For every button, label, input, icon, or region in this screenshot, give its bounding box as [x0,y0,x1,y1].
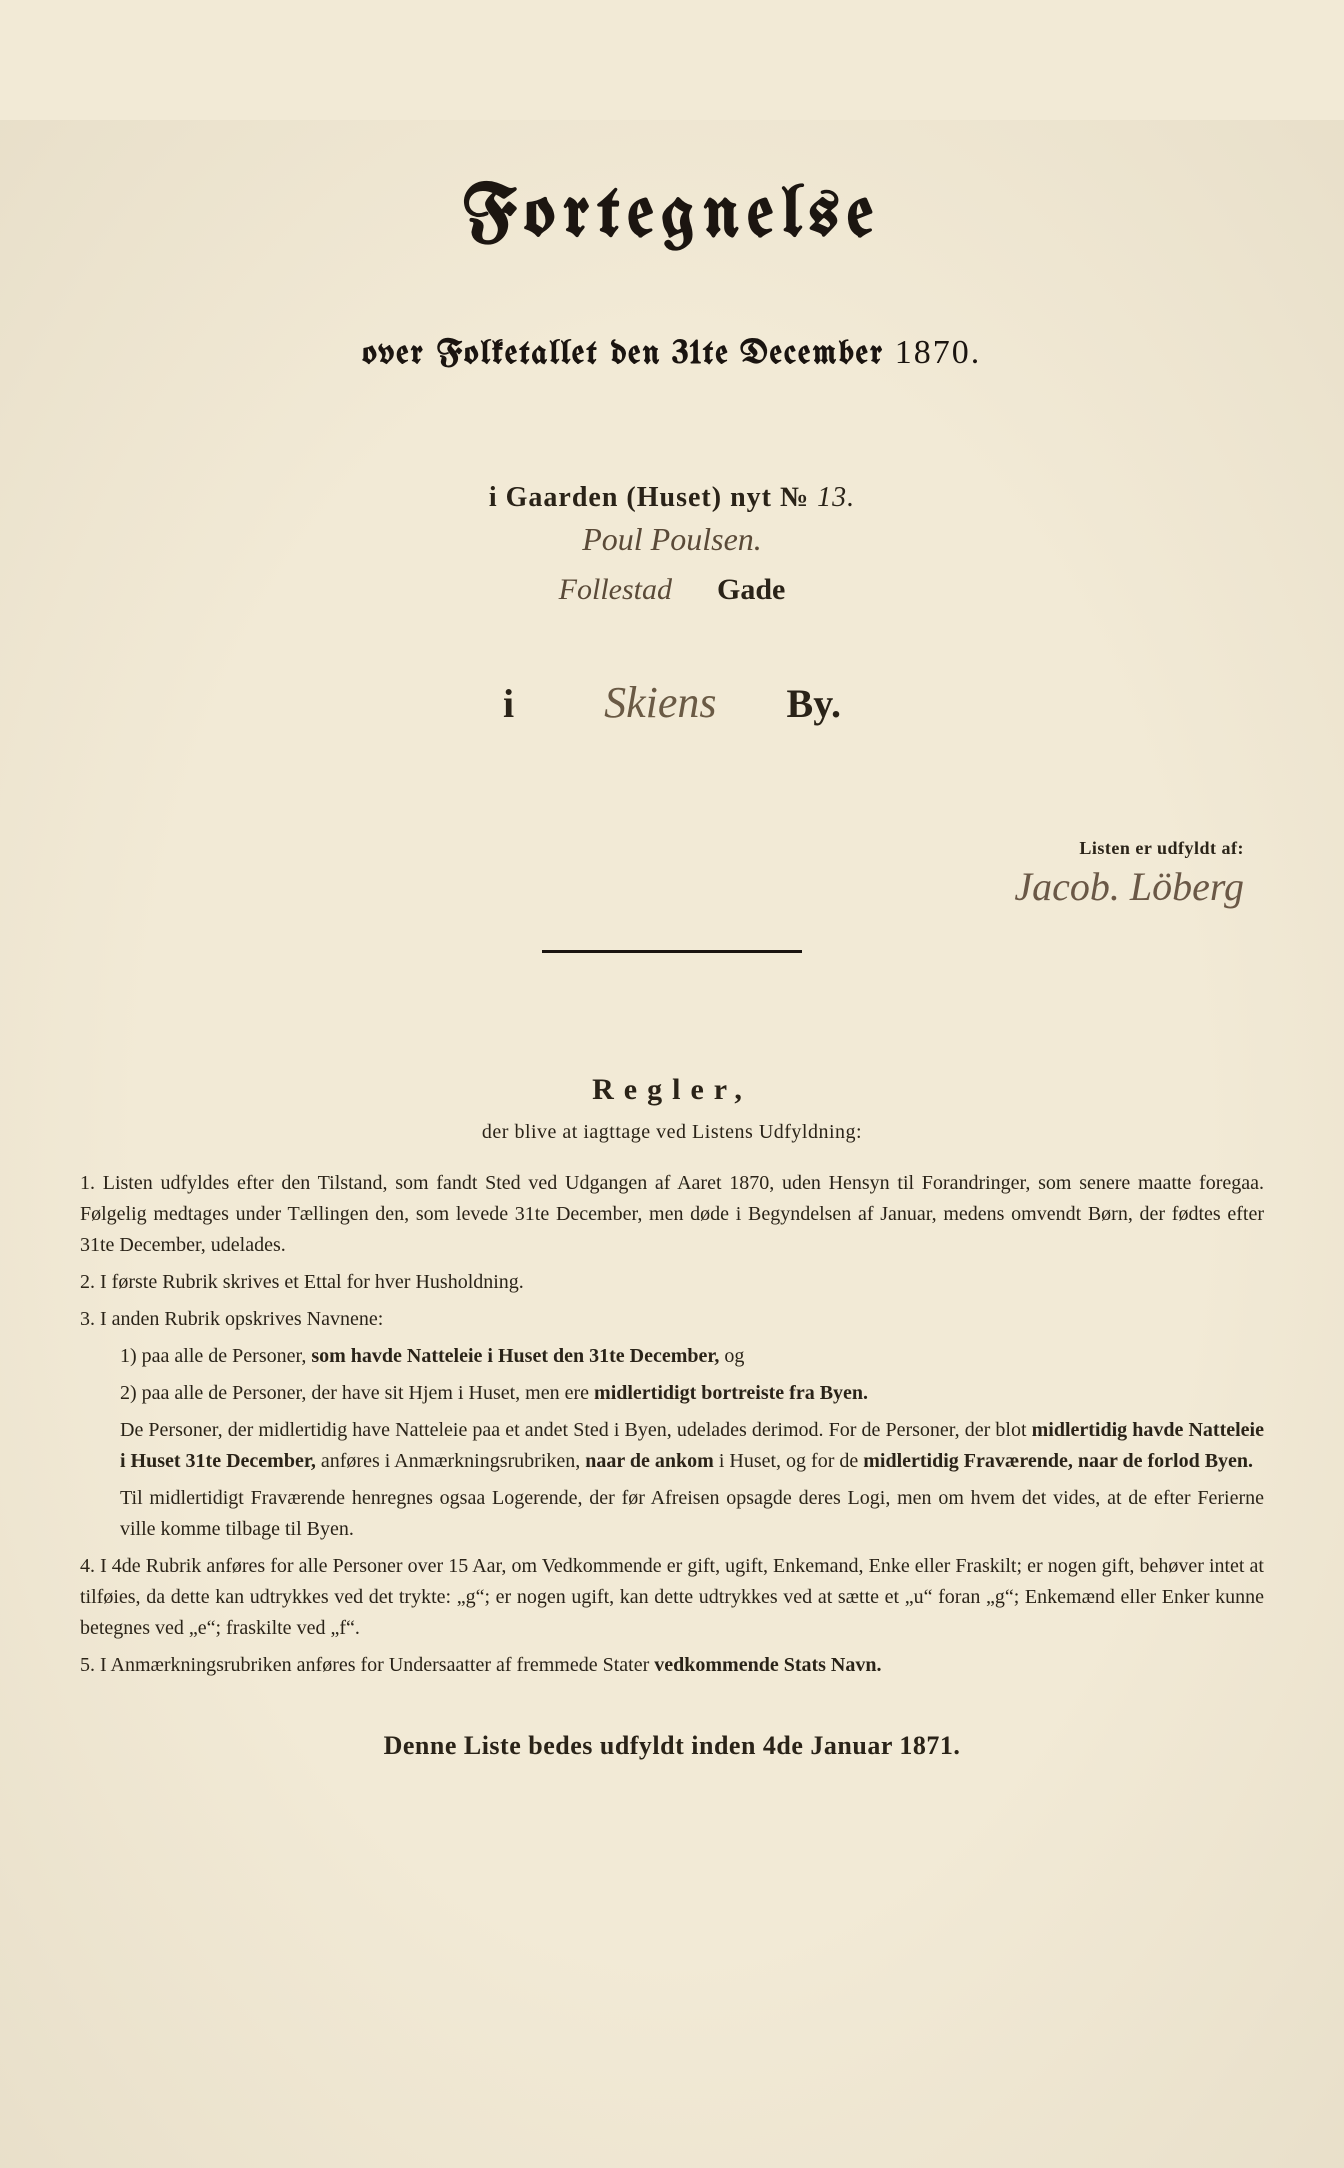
city-line: i Skiens By. [80,677,1264,728]
page-title: Fortegnelse [80,180,1264,254]
rule-3b-pre: 2) paa alle de Personer, der have sit Hj… [120,1382,594,1404]
gade-label: Gade [717,573,785,606]
subtitle-prefix: over Folketallet den [363,336,662,372]
gade-line: Follestad Gade [80,573,1264,607]
rule-3a-pre: 1) paa alle de Personer, [120,1345,311,1367]
rule-3: 3. I anden Rubrik opskrives Navnene: [80,1304,1264,1335]
rule-3-para2: Til midlertidigt Fraværende henregnes og… [80,1483,1264,1545]
r3p1-b3: midlertidig Fraværende, [863,1450,1073,1472]
gaarden-printed: i Gaarden (Huset) nyt № [489,482,809,513]
filled-by-block: Listen er udfyldt af: Jacob. Löberg [80,838,1264,910]
rule-3a: 1) paa alle de Personer, som havde Natte… [80,1341,1264,1372]
footer-instruction: Denne Liste bedes udfyldt inden 4de Janu… [80,1731,1264,1761]
document-page: Fortegnelse over Folketallet den 31te De… [80,180,1264,2108]
gaarden-printed-line: i Gaarden (Huset) nyt № 13. [80,482,1264,514]
r3p1-pre: De Personer, der midlertidig have Nattel… [120,1419,1032,1441]
r3p1-mid2: i Huset, og for de [714,1450,863,1472]
rule-4: 4. I 4de Rubrik anføres for alle Persone… [80,1551,1264,1644]
rules-body: 1. Listen udfyldes efter den Tilstand, s… [80,1168,1264,1681]
rules-subheading: der blive at iagttage ved Listens Udfyld… [80,1121,1264,1144]
filled-by-signature: Jacob. Löberg [80,863,1244,910]
r3p1-b4: naar de forlod Byen. [1073,1450,1253,1472]
rule-3a-bold: som havde Natteleie i Huset den 31te Dec… [311,1345,719,1367]
street-name: Follestad [559,573,672,606]
gaarden-block: i Gaarden (Huset) nyt № 13. Poul Poulsen… [80,482,1264,607]
rule-5-bold: vedkommende Stats Navn. [654,1654,881,1676]
r3p1-mid: anføres i Anmærkningsrubriken, [316,1450,585,1472]
rules-heading: Regler, [80,1073,1264,1107]
rule-5-pre: 5. I Anmærkningsrubriken anføres for Und… [80,1654,654,1676]
owner-name: Poul Poulsen. [80,514,1264,565]
city-i: i [503,681,514,726]
r3p1-b2: naar de ankom [585,1450,714,1472]
subtitle-line: over Folketallet den 31te December 1870. [80,334,1264,372]
rule-5: 5. I Anmærkningsrubriken anføres for Und… [80,1650,1264,1681]
rule-3-para1: De Personer, der midlertidig have Nattel… [80,1415,1264,1477]
rule-3b-bold: midlertidigt bortreiste fra Byen. [594,1382,868,1404]
filled-by-label: Listen er udfyldt af: [80,838,1244,859]
horizontal-divider [542,950,802,953]
subtitle-day: 31te [672,336,730,372]
city-name: Skiens [604,678,716,727]
subtitle-year: 1870. [895,334,982,371]
rule-2: 2. I første Rubrik skrives et Ettal for … [80,1267,1264,1298]
rule-3a-post: og [719,1345,744,1367]
rule-3b: 2) paa alle de Personer, der have sit Hj… [80,1378,1264,1409]
city-by: By. [787,681,841,726]
subtitle-month: December [740,336,884,372]
rule-1: 1. Listen udfyldes efter den Tilstand, s… [80,1168,1264,1261]
gaarden-number: 13. [817,482,855,513]
